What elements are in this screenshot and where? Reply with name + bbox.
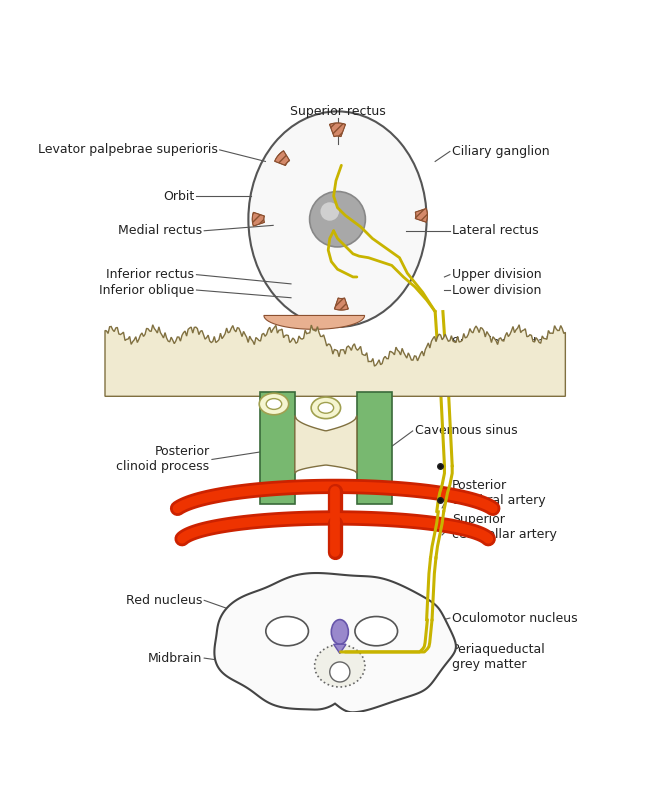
Polygon shape <box>105 325 565 396</box>
Ellipse shape <box>249 111 426 327</box>
Polygon shape <box>264 315 365 330</box>
Polygon shape <box>252 212 264 226</box>
Text: Inferior oblique: Inferior oblique <box>99 283 194 297</box>
Polygon shape <box>415 209 428 222</box>
Ellipse shape <box>315 645 365 687</box>
Text: Midbrain: Midbrain <box>148 651 202 665</box>
Text: Orbit: Orbit <box>163 190 194 202</box>
Text: Upper division: Upper division <box>452 268 542 281</box>
Circle shape <box>330 662 350 682</box>
Text: Red nucleus: Red nucleus <box>126 594 202 607</box>
Ellipse shape <box>266 398 282 410</box>
Circle shape <box>309 191 366 247</box>
Text: Superior rectus: Superior rectus <box>290 106 385 118</box>
Text: Lateral rectus: Lateral rectus <box>452 224 539 238</box>
Text: Oculomotor nucleus: Oculomotor nucleus <box>452 611 578 625</box>
Text: Posterior
clinoid process: Posterior clinoid process <box>116 446 210 474</box>
Polygon shape <box>334 644 346 654</box>
Polygon shape <box>260 393 295 504</box>
Polygon shape <box>295 415 357 474</box>
Ellipse shape <box>355 617 398 646</box>
Text: Superior orbital
fissure: Superior orbital fissure <box>452 336 549 364</box>
Text: Inferior rectus: Inferior rectus <box>106 268 194 281</box>
Ellipse shape <box>311 397 341 418</box>
Polygon shape <box>334 298 349 310</box>
Text: Ciliary ganglion: Ciliary ganglion <box>452 145 550 158</box>
Text: Periaqueductal
grey matter: Periaqueductal grey matter <box>452 642 546 670</box>
Text: Cavernous sinus: Cavernous sinus <box>415 425 517 438</box>
Circle shape <box>320 202 339 221</box>
Polygon shape <box>215 573 456 712</box>
Text: Posterior
cerebral artery: Posterior cerebral artery <box>452 478 546 506</box>
Ellipse shape <box>332 619 349 644</box>
Polygon shape <box>330 123 345 137</box>
Polygon shape <box>357 393 392 504</box>
Ellipse shape <box>318 402 334 414</box>
Polygon shape <box>275 150 290 166</box>
Ellipse shape <box>266 617 309 646</box>
Text: Lower division: Lower division <box>452 283 542 297</box>
Text: Levator palpebrae superioris: Levator palpebrae superioris <box>37 143 217 157</box>
Text: Medial rectus: Medial rectus <box>118 224 202 238</box>
Text: Superior
cerebellar artery: Superior cerebellar artery <box>452 514 557 541</box>
Ellipse shape <box>259 394 288 414</box>
